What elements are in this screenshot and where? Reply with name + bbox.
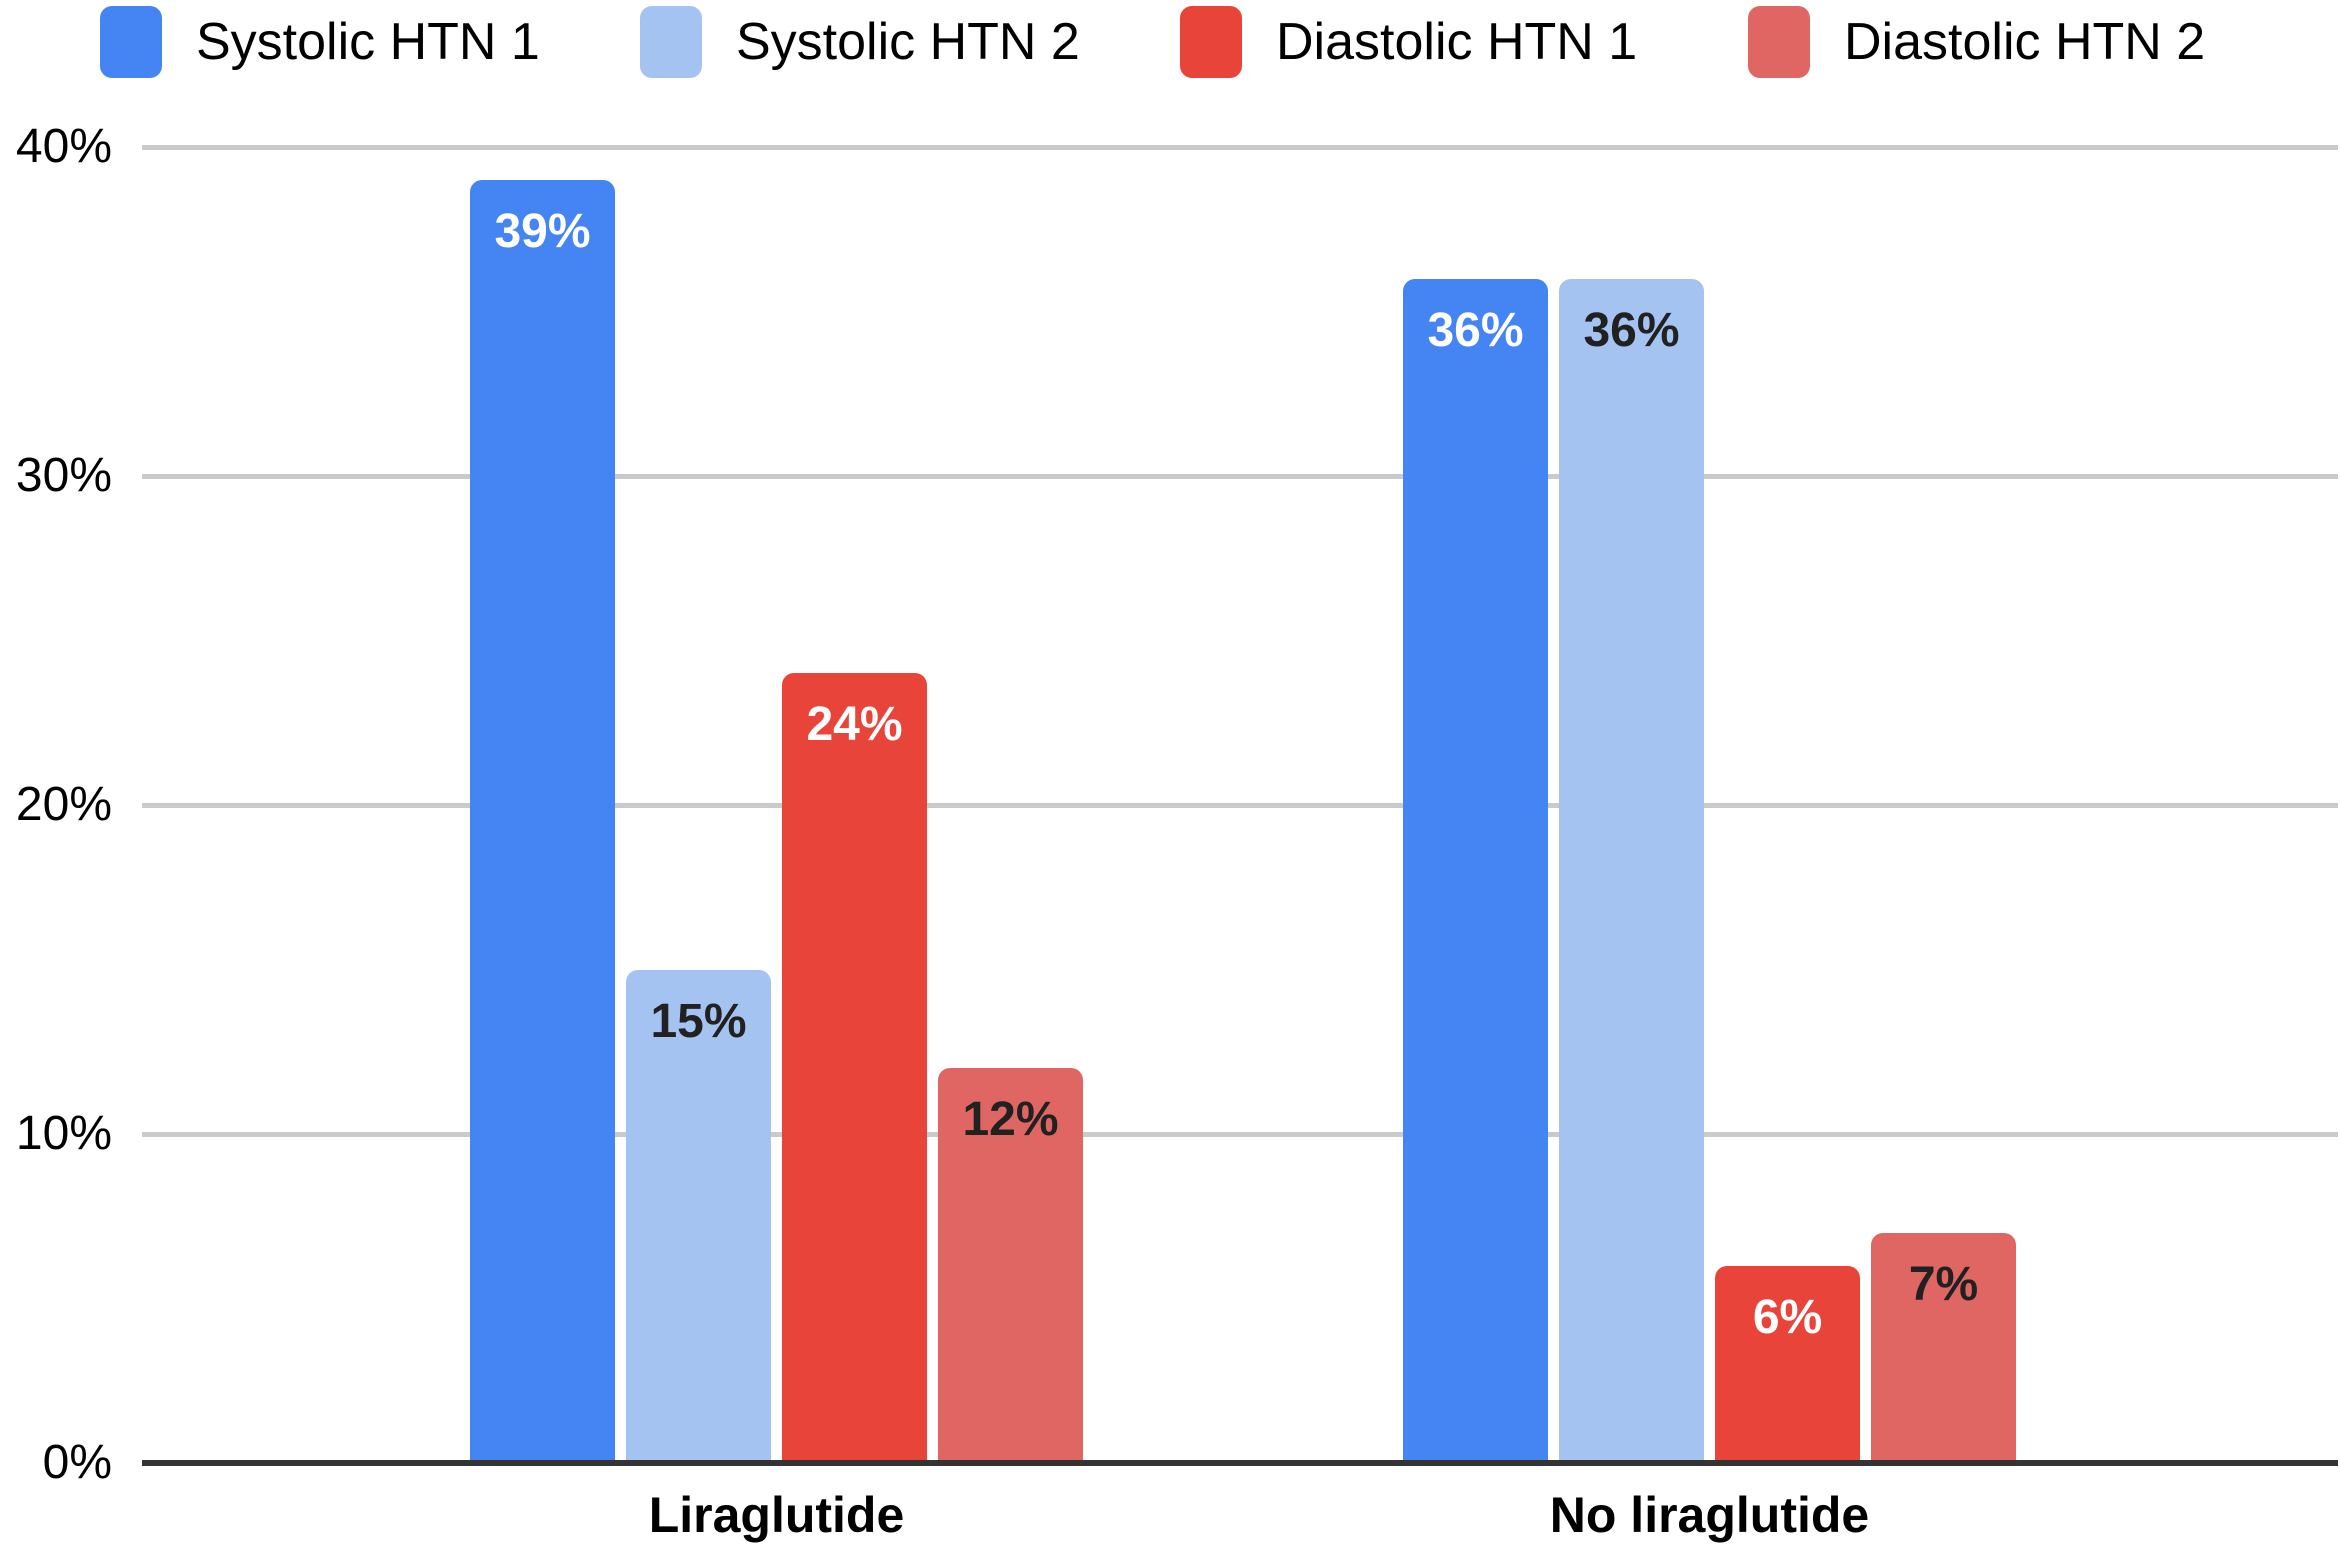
legend-item-systolic-htn-2: Systolic HTN 2 xyxy=(640,6,1080,78)
bar-no-liraglutide-diastolic-htn-2: 7% xyxy=(1871,1232,2016,1463)
legend-item-systolic-htn-1: Systolic HTN 1 xyxy=(100,6,540,78)
gridline-30 xyxy=(142,474,2338,479)
bar-liraglutide-systolic-htn-1: 39% xyxy=(470,179,615,1463)
bar-value-label-no-liraglutide-systolic-htn-1: 36% xyxy=(1427,303,1524,357)
y-axis-tick-30: 30% xyxy=(15,449,112,502)
gridline-20 xyxy=(142,803,2338,808)
bar-value-label-liraglutide-systolic-htn-2: 15% xyxy=(650,994,747,1048)
legend-swatch-systolic-htn-2 xyxy=(640,6,702,78)
legend-label-diastolic-htn-2: Diastolic HTN 2 xyxy=(1844,13,2206,71)
bar-no-liraglutide-systolic-htn-2: 36% xyxy=(1559,278,1704,1463)
chart-legend: Systolic HTN 1 Systolic HTN 2 Diastolic HT… xyxy=(0,0,2340,90)
bar-no-liraglutide-systolic-htn-1: 36% xyxy=(1403,278,1548,1463)
gridline-10 xyxy=(142,1132,2338,1137)
bar-liraglutide-diastolic-htn-1: 24% xyxy=(782,673,927,1463)
bar-value-label-liraglutide-systolic-htn-1: 39% xyxy=(494,204,591,258)
bar-value-label-no-liraglutide-diastolic-htn-1: 6% xyxy=(1752,1290,1823,1344)
bar-liraglutide-systolic-htn-2: 15% xyxy=(626,969,771,1463)
legend-item-diastolic-htn-1: Diastolic HTN 1 xyxy=(1180,6,1637,78)
legend-label-systolic-htn-2: Systolic HTN 2 xyxy=(736,13,1080,71)
y-axis-tick-40: 40% xyxy=(15,120,112,173)
bar-no-liraglutide-diastolic-htn-1: 6% xyxy=(1715,1265,1860,1463)
legend-label-diastolic-htn-1: Diastolic HTN 1 xyxy=(1276,13,1638,71)
x-axis-category-liraglutide: Liraglutide xyxy=(648,1487,905,1543)
x-axis-baseline xyxy=(142,1460,2338,1466)
legend-swatch-diastolic-htn-1 xyxy=(1180,6,1242,78)
legend-swatch-diastolic-htn-2 xyxy=(1748,6,1810,78)
x-axis-category-no-liraglutide: No liraglutide xyxy=(1549,1487,1870,1543)
legend-label-systolic-htn-1: Systolic HTN 1 xyxy=(196,13,540,71)
bar-value-label-liraglutide-diastolic-htn-1: 24% xyxy=(806,698,903,752)
legend-swatch-systolic-htn-1 xyxy=(100,6,162,78)
legend-item-diastolic-htn-2: Diastolic HTN 2 xyxy=(1748,6,2205,78)
y-axis-tick-20: 20% xyxy=(15,778,112,831)
bar-value-label-liraglutide-diastolic-htn-2: 12% xyxy=(962,1093,1059,1147)
y-axis-tick-0: 0% xyxy=(42,1436,112,1489)
gridline-40 xyxy=(142,145,2338,150)
bar-value-label-no-liraglutide-diastolic-htn-2: 7% xyxy=(1908,1257,1979,1311)
y-axis-tick-10: 10% xyxy=(15,1107,112,1160)
bar-liraglutide-diastolic-htn-2: 12% xyxy=(938,1068,1083,1463)
bar-value-label-no-liraglutide-systolic-htn-2: 36% xyxy=(1583,303,1680,357)
